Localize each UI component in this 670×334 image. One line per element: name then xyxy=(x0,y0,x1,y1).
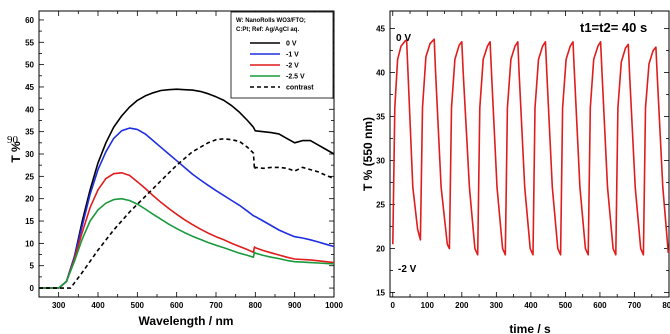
x-tick-label: 0 xyxy=(391,301,396,310)
legend-label-2-5-v: -2.5 V xyxy=(286,74,305,81)
x-tick-label: 800 xyxy=(662,301,670,310)
y-tick-label: 20 xyxy=(25,195,34,204)
legend-entries: 0 V -1 V -2 V -2.5 V contrast xyxy=(250,41,314,92)
series-line-contrast xyxy=(39,138,335,289)
y-tick-label: 20 xyxy=(376,245,385,254)
legend-label-2-v: -2 V xyxy=(286,63,299,70)
transmittance-spectra-chart: 300 400 500 600 700 800 900 1000 0 5 10 15 20 25 30 35… xyxy=(7,10,343,328)
right-x-axis-title: time / s xyxy=(509,322,551,334)
series-line-0-v xyxy=(39,88,335,289)
right-plot-frame xyxy=(389,10,670,298)
y-tick-label: 40 xyxy=(376,69,385,78)
y-tick-label: 30 xyxy=(376,157,385,166)
legend: W: NanoRolls WO3/FTO; C:Pt; Ref: Ag/AgCl… xyxy=(230,11,334,99)
y-tick-label: 45 xyxy=(376,25,385,34)
y-tick-label: 15 xyxy=(25,217,34,226)
series-line-series-0 xyxy=(392,38,670,256)
y-tick-label: 40 xyxy=(25,105,34,114)
period-annotation: t1=t2= 40 s xyxy=(580,20,647,35)
series-line-2-5-v xyxy=(39,197,335,289)
left-x-tick-labels: 300 400 500 600 700 800 900 1000 xyxy=(52,301,343,310)
x-tick-label: 700 xyxy=(209,301,223,310)
y-tick-label: 45 xyxy=(25,83,34,92)
y-tick-label: 55 xyxy=(25,38,34,47)
legend-header-line-2: C:Pt; Ref: Ag/AgCl aq. xyxy=(236,27,299,33)
right-y-tick-labels: 15 20 25 30 35 40 45 xyxy=(376,25,385,298)
series-line-2-v xyxy=(39,172,335,289)
stray-superscript-90: 90 xyxy=(7,134,19,146)
x-tick-label: 500 xyxy=(559,301,573,310)
legend-label-0-v: 0 V xyxy=(286,41,297,48)
x-tick-label: 100 xyxy=(421,301,435,310)
x-tick-label: 400 xyxy=(91,301,105,310)
x-tick-label: 1000 xyxy=(325,301,343,310)
y-tick-label: 0 xyxy=(30,284,35,293)
y-tick-label: 60 xyxy=(25,16,34,25)
right-axis-ticks xyxy=(390,11,670,297)
left-y-axis-title: T % xyxy=(9,141,23,163)
legend-label-1-v: -1 V xyxy=(286,52,299,59)
right-x-tick-labels: 0 100 200 300 400 500 600 700 800 xyxy=(391,301,670,310)
legend-label-contrast: contrast xyxy=(286,85,314,92)
x-tick-label: 400 xyxy=(524,301,538,310)
y-tick-label: 35 xyxy=(25,128,34,137)
x-tick-label: 700 xyxy=(628,301,642,310)
y-tick-label: 50 xyxy=(25,61,34,70)
y-tick-label: 10 xyxy=(25,239,34,248)
y-tick-label: 30 xyxy=(25,150,34,159)
switching-kinetics-chart: 0 100 200 300 400 500 600 700 800 15 20 25 30 35 40 45… xyxy=(361,10,670,334)
left-x-axis-title: Wavelength / nm xyxy=(139,314,234,328)
high-state-annotation: 0 V xyxy=(396,33,411,44)
x-tick-label: 200 xyxy=(455,301,469,310)
y-tick-label: 15 xyxy=(376,289,385,298)
x-tick-label: 800 xyxy=(249,301,263,310)
series-line-1-v xyxy=(39,127,335,289)
low-state-annotation: -2 V xyxy=(398,264,417,275)
x-tick-label: 600 xyxy=(170,301,184,310)
x-tick-label: 300 xyxy=(52,301,66,310)
legend-header-line-1: W: NanoRolls WO3/FTO; xyxy=(236,18,306,24)
x-tick-label: 900 xyxy=(288,301,302,310)
left-y-tick-labels: 0 5 10 15 20 25 30 35 40 45 50 55 60 xyxy=(25,16,34,293)
y-tick-label: 25 xyxy=(376,201,385,210)
y-tick-label: 25 xyxy=(25,172,34,181)
y-tick-label: 5 xyxy=(30,262,35,271)
x-tick-label: 500 xyxy=(131,301,145,310)
right-series-lines xyxy=(392,38,670,256)
x-tick-label: 600 xyxy=(593,301,607,310)
right-y-axis-title: T % (550 nm) xyxy=(361,117,375,191)
x-tick-label: 300 xyxy=(490,301,504,310)
y-tick-label: 35 xyxy=(376,113,385,122)
left-series-lines xyxy=(39,88,335,289)
legend-box xyxy=(230,11,334,99)
